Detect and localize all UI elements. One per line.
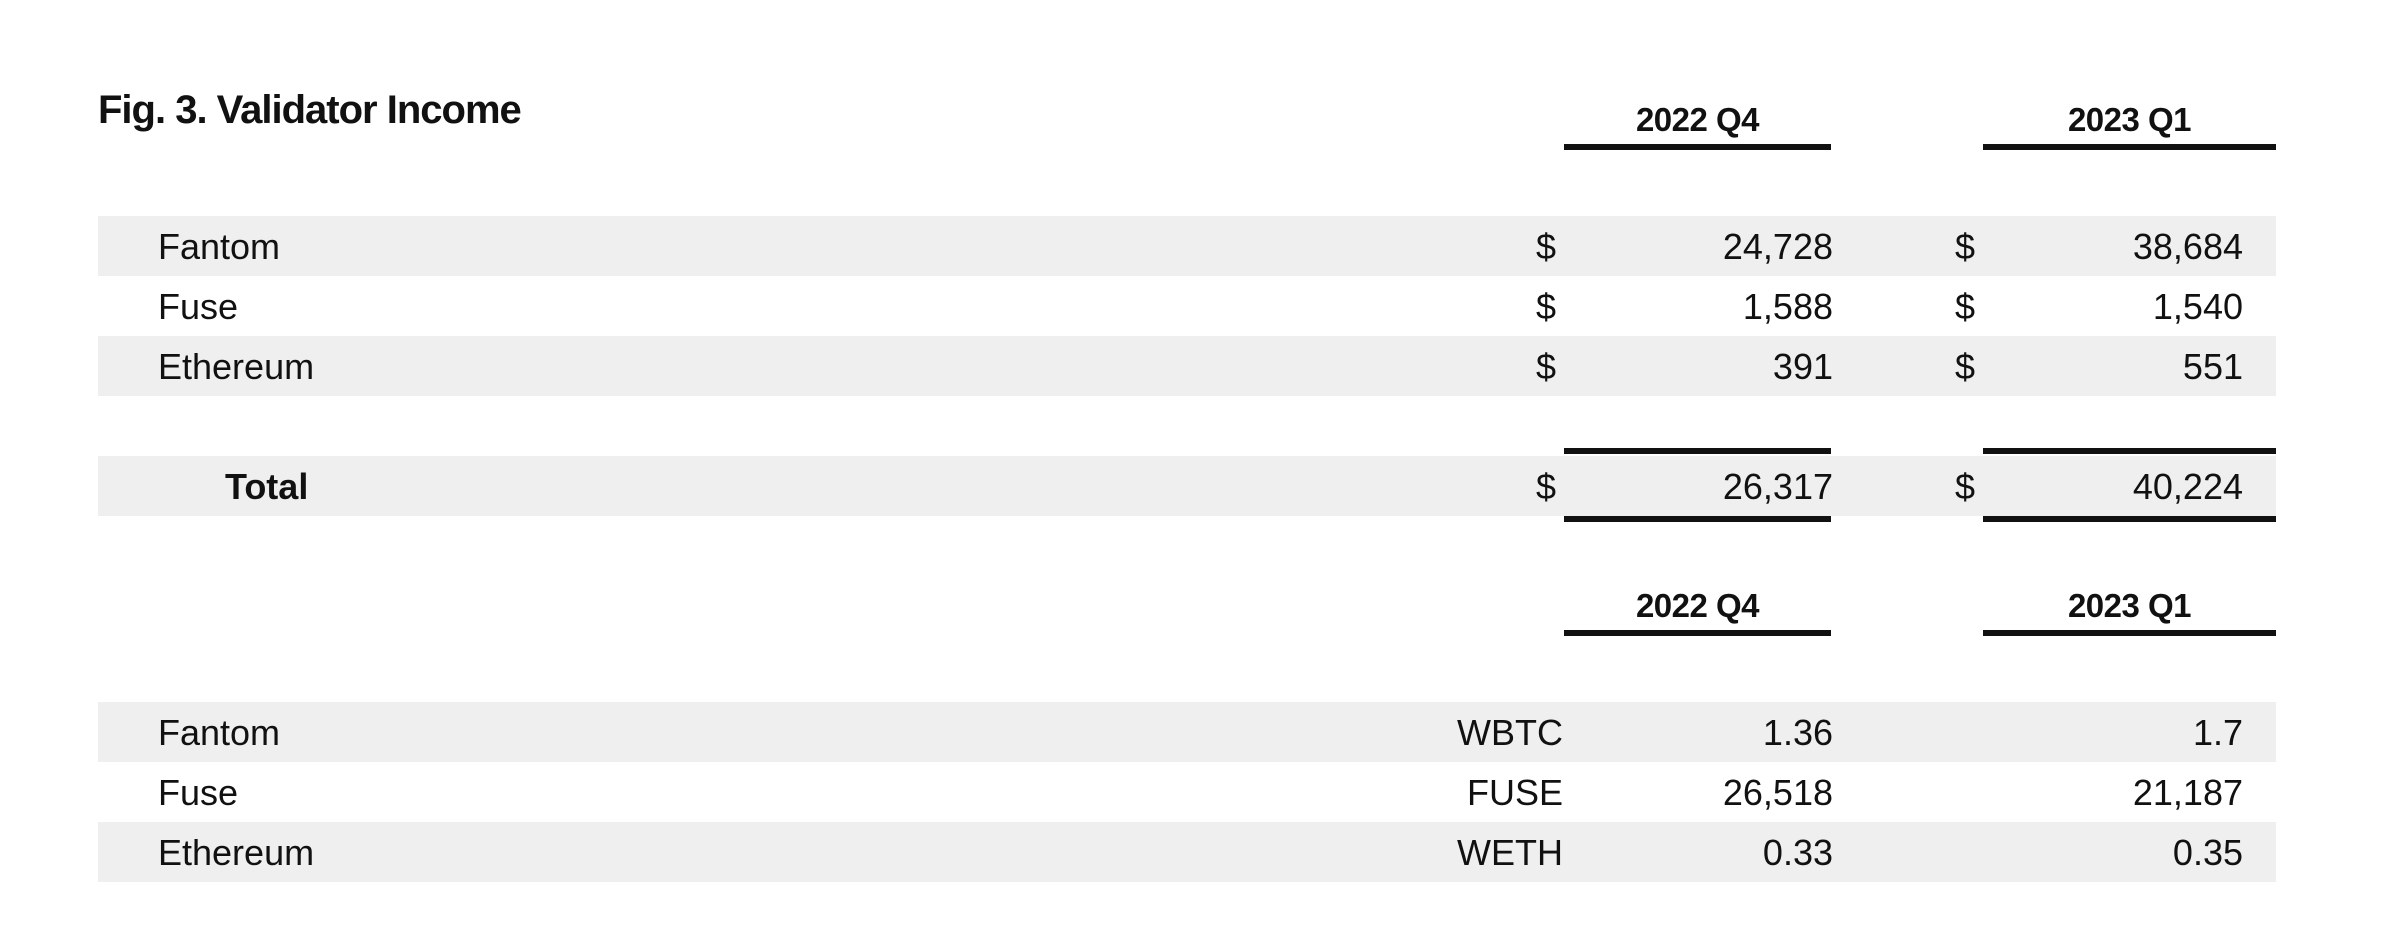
network-label: Ethereum bbox=[158, 346, 315, 387]
value-2022-q4: 391 bbox=[1772, 346, 1833, 387]
table-row: Fantom WBTC 1.36 1.7 bbox=[98, 702, 2276, 762]
value-2022-q4: 1,588 bbox=[1742, 286, 1833, 327]
table-row: Fuse FUSE 26,518 21,187 bbox=[98, 762, 2276, 822]
value-2022-q4: 1.36 bbox=[1762, 712, 1833, 753]
token-label: FUSE bbox=[1466, 772, 1563, 813]
currency-symbol: $ bbox=[1955, 346, 1976, 387]
total-bottom-rule-q1 bbox=[1983, 516, 2276, 522]
token-label: WBTC bbox=[1457, 712, 1563, 753]
value-2023-q1: 0.35 bbox=[2172, 832, 2243, 873]
network-label: Fuse bbox=[158, 772, 239, 813]
column-header-2023-q1: 2023 Q1 bbox=[1983, 96, 2276, 150]
token-label: WETH bbox=[1457, 832, 1563, 873]
table-row: Ethereum $ 391 $ 551 bbox=[98, 336, 2276, 396]
total-bottom-rule-q4 bbox=[1564, 516, 1831, 522]
network-label: Fantom bbox=[158, 226, 281, 267]
value-2023-q1: 38,684 bbox=[2132, 226, 2243, 267]
currency-symbol: $ bbox=[1536, 346, 1557, 387]
total-2022-q4: 26,317 bbox=[1722, 466, 1833, 507]
total-top-rule-q4 bbox=[1564, 448, 1831, 454]
column-header-2022-q4: 2022 Q4 bbox=[1564, 582, 1831, 636]
value-2023-q1: 551 bbox=[2182, 346, 2243, 387]
network-label: Ethereum bbox=[158, 832, 315, 873]
currency-symbol: $ bbox=[1536, 226, 1557, 267]
value-2022-q4: 0.33 bbox=[1762, 832, 1833, 873]
table-row: Ethereum WETH 0.33 0.35 bbox=[98, 822, 2276, 882]
value-2023-q1: 1,540 bbox=[2152, 286, 2243, 327]
total-2023-q1: 40,224 bbox=[2132, 466, 2243, 507]
currency-symbol: $ bbox=[1536, 286, 1557, 327]
currency-symbol: $ bbox=[1955, 466, 1976, 507]
value-2022-q4: 26,518 bbox=[1722, 772, 1833, 813]
value-2023-q1: 21,187 bbox=[2132, 772, 2243, 813]
figure-title: Fig. 3. Validator Income bbox=[98, 88, 522, 132]
network-label: Fantom bbox=[158, 712, 281, 753]
total-top-rule-q1 bbox=[1983, 448, 2276, 454]
currency-symbol: $ bbox=[1955, 226, 1976, 267]
table-row: Fantom $ 24,728 $ 38,684 bbox=[98, 216, 2276, 276]
column-header-2023-q1: 2023 Q1 bbox=[1983, 582, 2276, 636]
value-2023-q1: 1.7 bbox=[2192, 712, 2243, 753]
currency-symbol: $ bbox=[1955, 286, 1976, 327]
currency-symbol: $ bbox=[1536, 466, 1557, 507]
value-2022-q4: 24,728 bbox=[1722, 226, 1833, 267]
table-row: Fuse $ 1,588 $ 1,540 bbox=[98, 276, 2276, 336]
total-label: Total bbox=[225, 466, 309, 507]
total-row: Total $ 26,317 $ 40,224 bbox=[98, 456, 2276, 516]
network-label: Fuse bbox=[158, 286, 239, 327]
column-header-2022-q4: 2022 Q4 bbox=[1564, 96, 1831, 150]
